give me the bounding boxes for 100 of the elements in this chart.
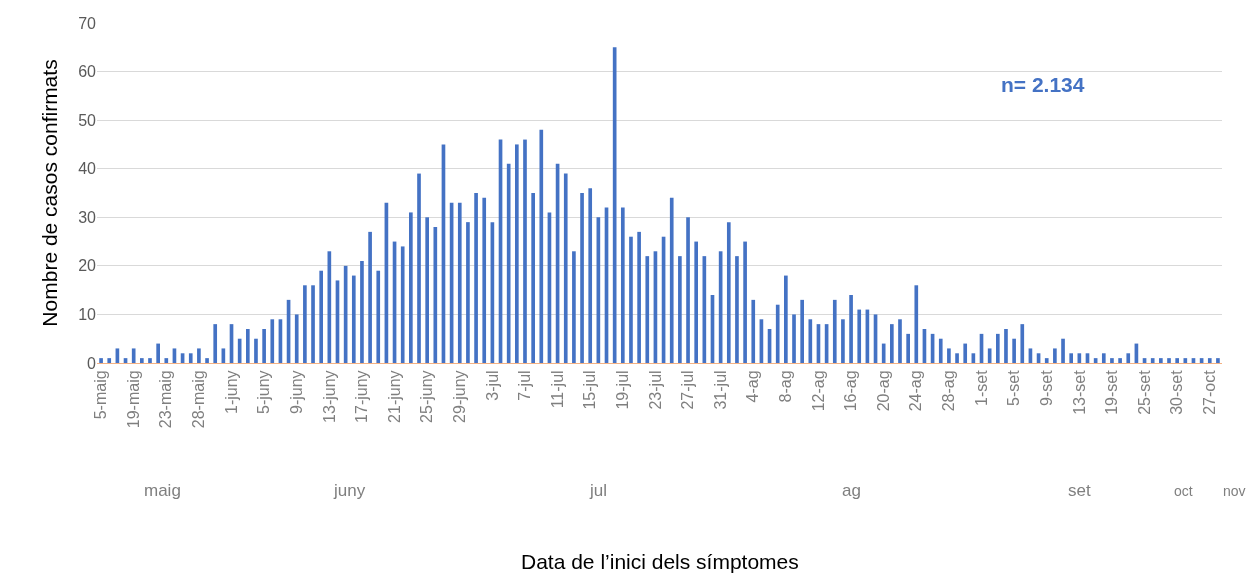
text: Data de l’inici dels símptomes [521,550,799,573]
x-tick-label: 19-jul [614,370,632,410]
bar [612,47,617,363]
x-tick-label: 28-maig [190,370,208,429]
bar [319,270,324,363]
bar [572,251,576,363]
bar [629,236,633,363]
x-tick-label: 7-jul [516,370,534,401]
bar [890,324,894,363]
bar [425,217,429,363]
bar [164,358,169,363]
bar [1167,358,1171,363]
x-tick-label: 30-set [1168,369,1186,415]
text: nov [1223,483,1246,499]
bar [99,358,103,363]
bar [360,261,364,363]
bar [898,319,902,363]
bar [1159,358,1163,363]
x-tick-label: 24-ag [907,370,925,412]
bar [620,207,625,363]
bar [140,358,144,363]
y-tick-label: 20 [78,257,97,275]
text: juny [333,481,366,500]
bar [808,319,813,363]
bar [1020,324,1025,363]
x-tick-label: 12-ag [809,370,827,412]
x-tick-label: 13-set [1070,369,1088,415]
bar [1012,338,1016,363]
x-tick-label: 31-jul [711,370,729,410]
text: oct [1174,483,1193,499]
text: set [1068,481,1091,500]
bar [743,241,747,363]
bar [751,299,756,363]
x-tick-label: 19-maig [124,370,142,429]
x-tick-label: 27-oct [1200,369,1218,415]
bar [531,193,535,363]
x-tick-label: 17-juny [353,370,371,423]
x-tick-label: 5-set [1005,369,1023,406]
x-tick-label: 1-juny [222,370,240,414]
x-tick-label: 29-juny [450,370,468,423]
y-tick-label: 40 [78,160,97,178]
x-tick-label: 25-juny [418,370,436,423]
bar [1101,353,1106,363]
y-tick-label: 10 [78,306,97,324]
bar [775,304,780,363]
bar [669,197,674,363]
bar [205,358,209,363]
bar [857,309,862,363]
y-axis-title: Nombre de casos confirmats [38,59,62,327]
bar [107,358,112,363]
text: jul [589,481,608,500]
bar [784,275,788,363]
bar [351,275,356,363]
bar [523,139,527,363]
x-tick-label: 23-maig [157,370,175,429]
x-tick-label: 5-juny [255,370,273,414]
x-tick-label: 8-ag [777,370,795,403]
y-tick-label: 70 [78,14,97,32]
bar [376,270,381,363]
bar [955,353,959,363]
y-tick-label: 60 [78,63,97,81]
bar [947,348,951,363]
bar [832,299,837,363]
bar [515,144,519,363]
bar [1175,358,1179,363]
x-tick-label: 3-jul [483,370,501,401]
bar [270,319,275,363]
bar [466,222,470,363]
bar [881,343,886,363]
bar [1216,358,1220,363]
bar [262,329,266,363]
bar [645,256,650,363]
bar [995,333,1000,363]
x-tick-label: 13-juny [320,370,338,423]
x-tick-label: 23-jul [646,370,664,410]
bar [1069,353,1074,363]
x-tick-label: 28-ag [940,370,958,412]
bar [131,348,136,363]
bar [254,338,258,363]
x-tick-label: 19-set [1103,369,1121,415]
x-tick-label: 9-juny [287,370,305,414]
bar [726,222,731,363]
bar [1150,358,1155,363]
bar [735,256,739,363]
bar [588,188,593,363]
bar [506,163,511,363]
bar [963,343,968,363]
x-tick-label: 15-jul [581,370,599,410]
bar [1207,358,1212,363]
bar [1053,348,1057,363]
bar [678,256,682,363]
x-tick-label: 25-set [1135,369,1153,415]
bar [686,217,690,363]
bar [1044,358,1049,363]
x-tick-label: 4-ag [744,370,762,403]
bar [539,129,544,363]
text: maig [144,481,181,500]
bar [433,227,438,363]
x-tick-label: 9-set [1037,369,1055,406]
x-tick-label: 20-ag [874,370,892,412]
